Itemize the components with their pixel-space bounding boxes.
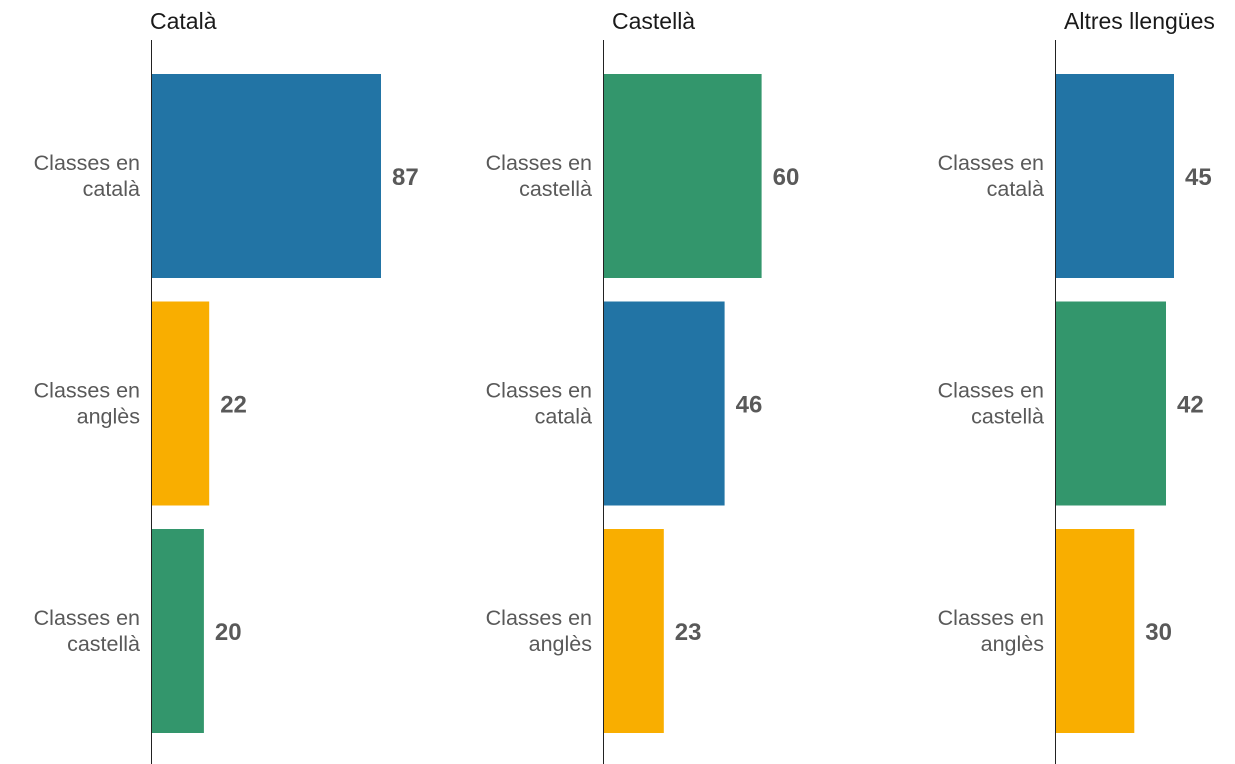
category-label-line: Classes en: [486, 606, 592, 630]
panel-title: Castellà: [612, 8, 695, 34]
bar-classes-en-castella: [603, 74, 762, 278]
bar-classes-en-catala: [603, 301, 725, 506]
category-label-line: català: [987, 177, 1044, 201]
bar-classes-en-angles: [1055, 529, 1135, 733]
value-label: 46: [736, 392, 763, 419]
category-label: Classes en castellà: [938, 379, 1044, 429]
category-label-line: castellà: [971, 405, 1044, 429]
category-label: Classes en castellà: [34, 606, 140, 656]
value-label: 87: [392, 164, 419, 191]
category-label-line: castellà: [67, 632, 140, 656]
panel-title: Català: [150, 8, 217, 34]
category-label-line: Classes en: [938, 379, 1044, 403]
bar-classes-en-catala: [151, 74, 381, 278]
bar-classes-en-castella: [151, 529, 204, 733]
category-label: Classes en català: [34, 151, 140, 201]
category-label-line: anglès: [981, 632, 1044, 656]
panel-title: Altres llengües: [1064, 8, 1215, 34]
bar-classes-en-castella: [1055, 301, 1166, 506]
value-label: 22: [220, 392, 247, 419]
category-label-line: anglès: [77, 405, 140, 429]
category-label-line: Classes en: [34, 606, 140, 630]
value-label: 45: [1185, 164, 1212, 191]
category-label: Classes en català: [938, 151, 1044, 201]
category-label-line: català: [83, 177, 140, 201]
category-label-line: Classes en: [938, 606, 1044, 630]
category-label-line: Classes en: [486, 151, 592, 175]
value-label: 42: [1177, 392, 1204, 419]
value-label: 23: [675, 619, 702, 646]
category-label-line: Classes en: [938, 151, 1044, 175]
category-label-line: català: [535, 405, 592, 429]
bar-classes-en-catala: [1055, 74, 1174, 278]
category-label: Classes en anglès: [34, 379, 140, 429]
category-label-line: Classes en: [34, 379, 140, 403]
bar-classes-en-angles: [151, 301, 210, 506]
category-label-line: Classes en: [34, 151, 140, 175]
category-label-line: anglès: [529, 632, 592, 656]
bar-classes-en-angles: [603, 529, 664, 733]
category-label: Classes en anglès: [938, 606, 1044, 656]
value-label: 60: [773, 164, 800, 191]
value-label: 30: [1145, 619, 1172, 646]
category-label: Classes en anglès: [486, 606, 592, 656]
category-label-line: Classes en: [486, 379, 592, 403]
value-label: 20: [215, 619, 242, 646]
category-label: Classes en català: [486, 379, 592, 429]
category-label: Classes en castellà: [486, 151, 592, 201]
category-label-line: castellà: [519, 177, 592, 201]
